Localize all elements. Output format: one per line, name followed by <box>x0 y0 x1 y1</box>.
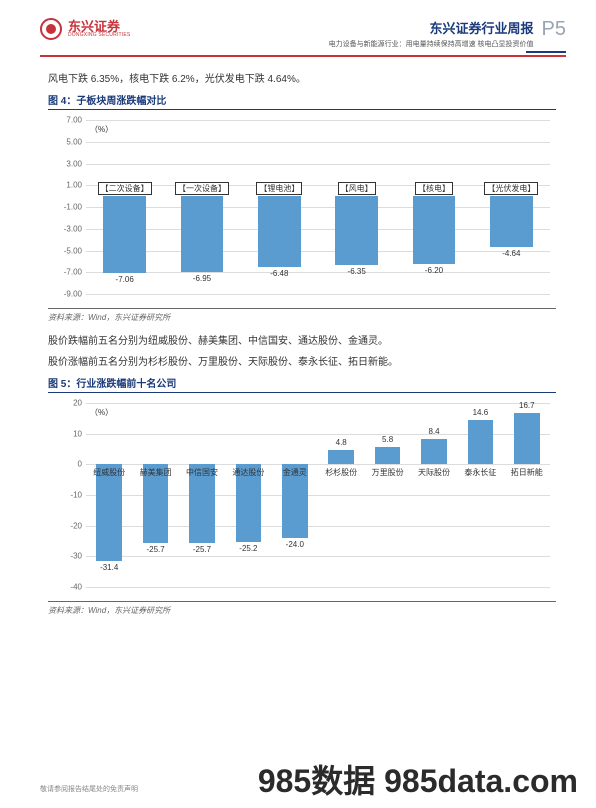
logo-icon <box>40 18 62 40</box>
page-header: 东兴证券 DONGXING SECURITIES 东兴证券行业周报 电力设备与新… <box>0 0 596 49</box>
figure4-chart: -9.00-7.00-5.00-3.00-1.001.003.005.007.0… <box>48 114 556 304</box>
figure5-chart: -40-30-20-1001020（%）-31.4纽威股份-25.7赫美集团-2… <box>48 397 556 597</box>
bar <box>258 196 301 266</box>
logo-text-en: DONGXING SECURITIES <box>68 33 130 38</box>
bar <box>468 420 494 465</box>
bar <box>421 439 447 465</box>
intro-text: 风电下跌 6.35%，核电下跌 6.2%，光伏发电下跌 4.64%。 <box>48 71 556 88</box>
bar <box>413 196 456 263</box>
figure5-source: 资料来源：Wind，东兴证券研究所 <box>48 601 556 616</box>
header-right: 东兴证券行业周报 电力设备与新能源行业：用电量持续保持高增速 核电凸显投资价值 … <box>329 18 566 49</box>
bar <box>335 196 378 265</box>
figure5-title: 图 5：行业涨跌幅前十名公司 <box>48 375 556 393</box>
header-rule <box>40 55 566 57</box>
figure4-source: 资料来源：Wind，东兴证券研究所 <box>48 308 556 323</box>
bar <box>96 464 122 560</box>
bar <box>103 196 146 273</box>
bar <box>181 196 224 272</box>
paragraph-2: 股价跌幅前五名分别为纽威股份、赫美集团、中信国安、通达股份、金通灵。 <box>48 333 556 350</box>
figure4-title: 图 4：子板块周涨跌幅对比 <box>48 92 556 110</box>
bar <box>490 196 533 246</box>
bar <box>328 450 354 465</box>
paragraph-3: 股价涨幅前五名分别为杉杉股份、万里股份、天际股份、泰永长征、拓日新能。 <box>48 354 556 371</box>
footer-disclaimer: 敬请参阅报告结尾处的免责声明 <box>40 784 138 794</box>
report-title: 东兴证券行业周报 <box>329 18 534 37</box>
page-number: P5 <box>542 18 566 41</box>
logo: 东兴证券 DONGXING SECURITIES <box>40 18 130 40</box>
bar <box>514 413 540 464</box>
bar <box>375 447 401 465</box>
watermark: 985数据 985data.com <box>258 756 578 802</box>
report-subtitle: 电力设备与新能源行业：用电量持续保持高增速 核电凸显投资价值 <box>329 39 534 49</box>
